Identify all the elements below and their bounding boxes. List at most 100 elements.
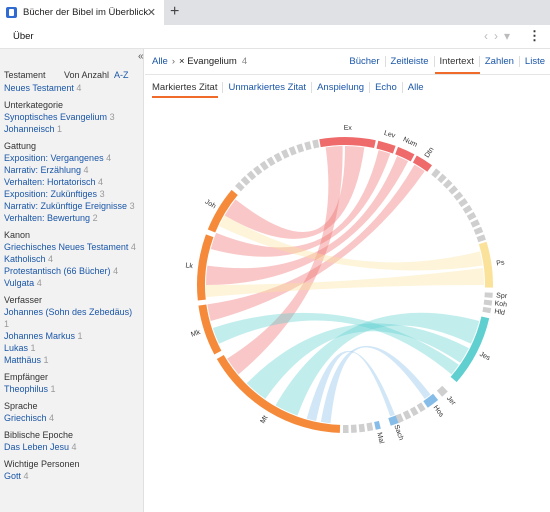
chord-arc-spr bbox=[484, 292, 493, 298]
facet-item-label[interactable]: Synoptisches Evangelium bbox=[4, 112, 108, 122]
facet-item-label[interactable]: Verhalten: Hortatorisch bbox=[4, 177, 96, 187]
chord-arc-tick bbox=[235, 181, 245, 192]
facet-item-label[interactable]: Johannes (Sohn des Zebedäus) bbox=[4, 307, 133, 317]
new-tab-button[interactable]: + bbox=[170, 3, 180, 20]
subtab-alle[interactable]: Alle bbox=[401, 82, 429, 93]
chord-label: Sach bbox=[392, 424, 404, 441]
facet-item-label[interactable]: Gott bbox=[4, 471, 22, 481]
chord-arc-tick bbox=[466, 211, 477, 221]
facet-item-label[interactable]: Exposition: Zukünftiges bbox=[4, 189, 98, 199]
chord-arc-jer bbox=[436, 385, 448, 397]
facet-item[interactable]: Griechisch 4 bbox=[4, 412, 136, 424]
collapse-sidebar-icon[interactable]: « bbox=[138, 51, 144, 62]
facet-item[interactable]: Exposition: Zukünftiges 3 bbox=[4, 188, 136, 200]
facet-item[interactable]: Gott 4 bbox=[4, 470, 136, 482]
facet-item[interactable]: Johannes Markus 1 bbox=[4, 330, 136, 342]
chord-arc-tick bbox=[431, 168, 441, 179]
facet-item[interactable]: Narrativ: Zukünftige Ereignisse 3 bbox=[4, 200, 136, 212]
facet-item-label[interactable]: Johanneisch bbox=[4, 124, 55, 134]
chord-label: Jes bbox=[478, 351, 491, 362]
active-subtab-indicator bbox=[152, 96, 218, 98]
view-intertext[interactable]: Intertext bbox=[433, 56, 479, 67]
subtab-unmarkiertes-zitat[interactable]: Unmarkiertes Zitat bbox=[222, 82, 311, 93]
chord-arc-joh bbox=[207, 189, 238, 233]
facet-item-label[interactable]: Katholisch bbox=[4, 254, 46, 264]
chord-arc-mk bbox=[198, 304, 222, 355]
chord-label: Lk bbox=[185, 262, 194, 270]
view-liste[interactable]: Liste bbox=[518, 56, 550, 67]
facet-item-label[interactable]: Matthäus bbox=[4, 355, 42, 365]
facet-item-label[interactable]: Das Leben Jesu bbox=[4, 442, 70, 452]
chord-arc-tick bbox=[240, 176, 251, 186]
view-zeitleiste[interactable]: Zeitleiste bbox=[384, 56, 434, 67]
facet-item-label[interactable]: Neues Testament bbox=[4, 83, 74, 93]
chord-arc-tick bbox=[453, 191, 464, 201]
facet-item-count: 2 bbox=[90, 213, 98, 223]
chord-arc-jes bbox=[450, 316, 490, 383]
chord-label: Hld bbox=[494, 308, 506, 317]
facet-group: Wichtige Personen Gott 4 bbox=[4, 458, 136, 482]
facet-item[interactable]: Exposition: Vergangenes 4 bbox=[4, 152, 136, 164]
sort-az[interactable]: A-Z bbox=[114, 70, 129, 80]
chord-ribbon bbox=[306, 350, 395, 421]
facet-item[interactable]: Johanneisch 1 bbox=[4, 123, 136, 135]
nav-arrows[interactable]: ‹›▾ bbox=[483, 29, 516, 43]
view-tabs: Bücher Zeitleiste Intertext Zahlen Liste bbox=[344, 56, 550, 67]
sort-by-count[interactable]: Von Anzahl bbox=[64, 70, 110, 80]
facet-item-count: 1 bbox=[75, 331, 83, 341]
chord-label: Mt bbox=[259, 415, 269, 425]
chord-ribbons bbox=[206, 146, 484, 424]
facet-item-count: 4 bbox=[110, 266, 119, 276]
chord-arc-tick bbox=[416, 402, 426, 413]
tab-bar: Bücher der Bibel im Überblick ✕ + bbox=[0, 0, 550, 25]
breadcrumb-all[interactable]: Alle bbox=[152, 56, 168, 67]
facet-item[interactable]: Narrativ: Erzählung 4 bbox=[4, 164, 136, 176]
chord-ribbon bbox=[206, 156, 409, 285]
facet-item-label[interactable]: Vulgata bbox=[4, 278, 35, 288]
facet-item-label[interactable]: Griechisches Neues Testament bbox=[4, 242, 129, 252]
facet-item-label[interactable]: Verhalten: Bewertung bbox=[4, 213, 91, 223]
chord-ribbon bbox=[227, 146, 343, 375]
facet-group: Gattung Exposition: Vergangenes 4 Narrativ… bbox=[4, 140, 136, 224]
facet-item[interactable]: Johannes (Sohn des Zebedäus) 1 bbox=[4, 306, 136, 330]
facet-item-count: 4 bbox=[103, 153, 112, 163]
facet-item[interactable]: Griechisches Neues Testament 4 bbox=[4, 241, 136, 253]
facet-item-label[interactable]: Lukas bbox=[4, 343, 29, 353]
facet-item[interactable]: Synoptisches Evangelium 3 bbox=[4, 111, 136, 123]
chord-ribbon bbox=[224, 146, 365, 239]
facet-item[interactable]: Neues Testament 4 bbox=[4, 82, 136, 94]
close-icon[interactable]: ✕ bbox=[146, 7, 156, 19]
facet-item-label[interactable]: Narrativ: Erzählung bbox=[4, 165, 82, 175]
facet-item[interactable]: Lukas 1 bbox=[4, 342, 136, 354]
facet-item[interactable]: Verhalten: Hortatorisch 4 bbox=[4, 176, 136, 188]
facet-item-label[interactable]: Johannes Markus bbox=[4, 331, 76, 341]
facet-item-label[interactable]: Griechisch bbox=[4, 413, 47, 423]
facet-item-count: 4 bbox=[21, 471, 29, 481]
subtab-anspielung[interactable]: Anspielung bbox=[311, 82, 369, 93]
facet-item[interactable]: Matthäus 1 bbox=[4, 354, 136, 366]
facet-item-label[interactable]: Theophilus bbox=[4, 384, 49, 394]
breadcrumb-filter[interactable]: × Evangelium bbox=[179, 56, 237, 67]
subtab-markiertes-zitat[interactable]: Markiertes Zitat bbox=[152, 82, 218, 93]
facet-item[interactable]: Verhalten: Bewertung 2 bbox=[4, 212, 136, 224]
facet-item[interactable]: Das Leben Jesu 4 bbox=[4, 441, 136, 453]
facet-item[interactable]: Theophilus 1 bbox=[4, 383, 136, 395]
more-icon[interactable]: ⋮ bbox=[528, 28, 541, 43]
facet-item-label[interactable]: Narrativ: Zukünftige Ereignisse bbox=[4, 201, 128, 211]
view-zahlen[interactable]: Zahlen bbox=[478, 56, 519, 67]
facet-group: Biblische Epoche Das Leben Jesu 4 bbox=[4, 429, 136, 453]
menu-ueber[interactable]: Über bbox=[13, 31, 34, 42]
subtab-echo[interactable]: Echo bbox=[369, 82, 402, 93]
facet-item[interactable]: Vulgata 4 bbox=[4, 277, 136, 289]
browser-tab[interactable]: Bücher der Bibel im Überblick ✕ bbox=[0, 0, 164, 25]
chord-arc-ex bbox=[319, 137, 376, 149]
facet-item[interactable]: Protestantisch (66 Bücher) 4 bbox=[4, 265, 136, 277]
facet-group-label: Empfänger bbox=[4, 372, 49, 382]
view-buecher[interactable]: Bücher bbox=[349, 56, 380, 67]
facet-item-label[interactable]: Exposition: Vergangenes bbox=[4, 153, 104, 163]
facet-item[interactable]: Katholisch 4 bbox=[4, 253, 136, 265]
facet-item-label[interactable]: Protestantisch (66 Bücher) bbox=[4, 266, 111, 276]
